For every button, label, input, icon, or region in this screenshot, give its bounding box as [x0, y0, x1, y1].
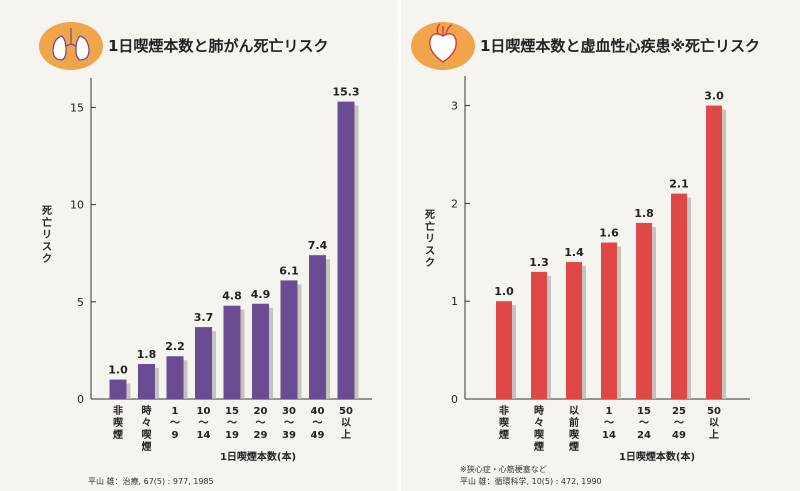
- right-category-label: 以前喫煙: [569, 405, 579, 453]
- left-bar-value-label: 1.8: [137, 348, 157, 361]
- lungs-icon: [52, 28, 90, 61]
- right-bar-value-label: 3.0: [704, 90, 724, 103]
- right-bar: [636, 222, 652, 399]
- right-category-label: 50 以上: [707, 406, 721, 441]
- heart-icon: [429, 23, 457, 63]
- left-category-label: 非喫煙: [113, 404, 123, 441]
- left-category-label: 20 〜 29: [254, 406, 268, 441]
- left-category-label: 50 以上: [339, 406, 353, 441]
- left-title-badge: [39, 22, 103, 70]
- right-category-label: 25 〜 49: [672, 406, 686, 441]
- right-y-axis-label: 死亡リスク: [425, 209, 435, 269]
- right-title-badge: [411, 22, 475, 70]
- left-panel: 1日喫煙本数と肺がん死亡リスク 0 5 10 15 死亡リスク 1.0 非喫煙 1.8 時々喫煙…: [0, 0, 398, 491]
- right-y-tick-label: 0: [451, 393, 458, 406]
- left-bar-value-label: 6.1: [279, 264, 299, 277]
- right-bar: [496, 301, 512, 399]
- left-y-axis-label: 死亡リスク: [42, 205, 52, 265]
- left-bar: [223, 305, 241, 399]
- left-bar-value-label: 7.4: [308, 239, 328, 252]
- left-bar: [252, 303, 269, 399]
- left-bar-value-label: 4.8: [222, 290, 242, 303]
- right-bar-value-label: 1.4: [564, 246, 584, 259]
- left-y-tick-label: 15: [70, 101, 84, 114]
- right-bar-value-label: 1.3: [529, 256, 549, 269]
- right-bar-chart: 0 1 2 3 死亡リスク 1.0 非喫煙 1.3 時々喫煙 1.4 以前喫煙 1.6 1 〜 14 1.8 1…: [425, 76, 750, 463]
- left-category-label: 40 〜 49: [311, 406, 325, 441]
- left-category-label: 時々喫煙: [142, 404, 152, 453]
- left-bar-value-label: 15.3: [332, 86, 359, 99]
- right-panel-background: [401, 0, 800, 491]
- right-chart-title: 1日喫煙本数と虚血性心疾患※死亡リスク: [480, 37, 760, 55]
- right-bar: [566, 262, 582, 399]
- left-y-tick-label: 0: [77, 393, 84, 406]
- right-bar: [601, 242, 617, 399]
- left-bar: [138, 364, 155, 399]
- left-bar: [195, 327, 212, 399]
- left-category-label: 1 〜 9: [170, 406, 180, 441]
- right-y-tick-label: 1: [451, 295, 458, 308]
- right-y-tick-label: 2: [451, 197, 458, 210]
- right-bar-value-label: 1.8: [634, 207, 654, 220]
- left-bar-value-label: 2.2: [165, 340, 185, 353]
- right-bar: [531, 271, 547, 399]
- right-x-axis-label: 1日喫煙本数(本): [619, 450, 695, 463]
- right-bar-value-label: 2.1: [669, 178, 689, 191]
- right-category-label: 1 〜 14: [602, 406, 616, 441]
- left-bar: [109, 379, 127, 399]
- right-panel: 1日喫煙本数と虚血性心疾患※死亡リスク 0 1 2 3 死亡リスク 1.0 非喫煙 1.3 時々…: [401, 0, 800, 491]
- right-source-line-1: ※狭心症・心筋梗塞など: [460, 464, 547, 474]
- left-source-line-1: 平山 雄：治療, 67(5) : 977, 1985: [88, 476, 214, 486]
- left-bar: [337, 101, 355, 399]
- left-bar-chart: 0 5 10 15 死亡リスク 1.0 非喫煙 1.8 時々喫煙 2.2 1 〜 9 3.7 10 〜 14 4.…: [42, 78, 372, 463]
- right-bar-value-label: 1.0: [494, 285, 514, 298]
- right-category-label: 時々喫煙: [534, 404, 544, 453]
- right-source-line-2: 平山 雄：循環科学, 10(5) : 472, 1990: [460, 476, 602, 486]
- left-category-label: 15 〜 19: [225, 406, 239, 441]
- left-panel-background: [0, 0, 398, 491]
- right-bar: [671, 193, 687, 399]
- right-bar-value-label: 1.6: [599, 227, 619, 240]
- left-bar-value-label: 3.7: [194, 311, 214, 324]
- left-bar: [280, 280, 298, 399]
- left-bar-value-label: 4.9: [251, 288, 271, 301]
- left-chart-title: 1日喫煙本数と肺がん死亡リスク: [108, 37, 328, 55]
- left-category-label: 10 〜 14: [197, 406, 211, 441]
- right-category-label: 15 〜 24: [637, 406, 651, 441]
- right-category-label: 非喫煙: [499, 404, 509, 441]
- right-y-tick-label: 3: [451, 100, 458, 113]
- left-y-tick-label: 5: [77, 296, 84, 309]
- left-category-label: 30 〜 39: [282, 406, 296, 441]
- right-bar: [706, 105, 722, 399]
- left-bar: [166, 356, 184, 399]
- left-bar-value-label: 1.0: [108, 364, 128, 377]
- left-y-tick-label: 10: [70, 199, 84, 212]
- left-bar: [309, 255, 326, 399]
- left-x-axis-label: 1日喫煙本数(本): [220, 450, 296, 463]
